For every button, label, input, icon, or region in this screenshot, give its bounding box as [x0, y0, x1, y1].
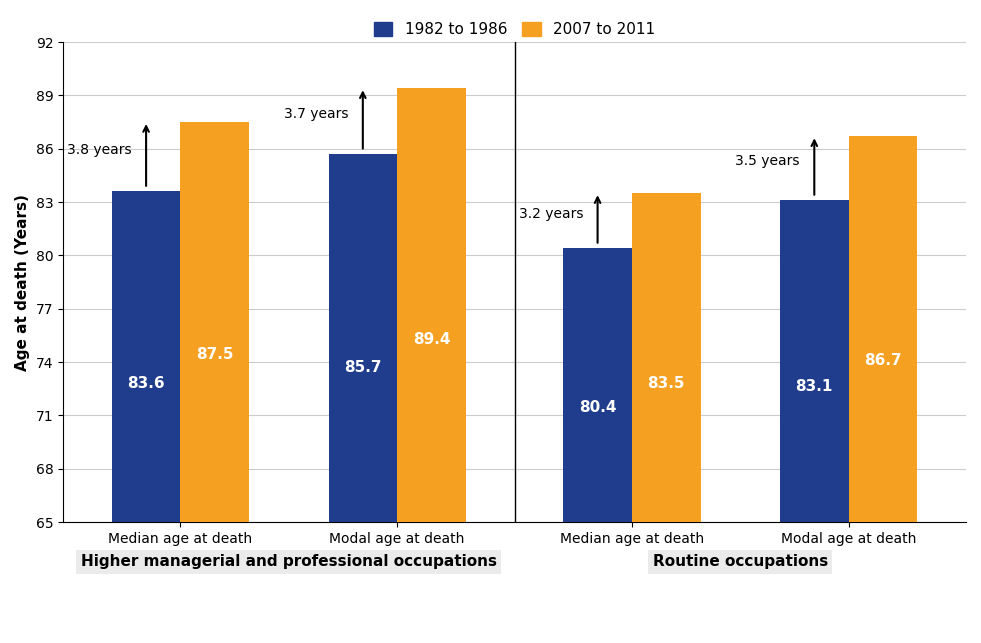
Text: 85.7: 85.7 [344, 360, 382, 375]
Bar [849, 136, 917, 522]
Legend: 1982 to 1986, 2007 to 2011: 1982 to 1986, 2007 to 2011 [368, 16, 661, 43]
Bar [632, 193, 700, 522]
Y-axis label: Age at death (Years): Age at death (Years) [15, 194, 30, 370]
Text: 86.7: 86.7 [864, 352, 902, 368]
Text: 89.4: 89.4 [413, 332, 450, 347]
Bar [329, 154, 397, 522]
Bar [563, 248, 632, 522]
Text: 87.5: 87.5 [196, 347, 233, 361]
Text: 3.2 years: 3.2 years [519, 206, 583, 221]
Text: 83.1: 83.1 [796, 379, 833, 394]
Text: 3.7 years: 3.7 years [284, 107, 348, 121]
Text: 80.4: 80.4 [579, 399, 616, 415]
Text: 3.5 years: 3.5 years [736, 154, 800, 168]
Text: 3.8 years: 3.8 years [67, 143, 131, 157]
Bar [780, 200, 849, 522]
Text: 83.6: 83.6 [128, 376, 165, 391]
Text: Routine occupations: Routine occupations [652, 554, 828, 569]
Bar [397, 88, 466, 522]
Text: 83.5: 83.5 [647, 376, 685, 392]
Bar [181, 122, 249, 522]
Bar [112, 192, 181, 522]
Text: Higher managerial and professional occupations: Higher managerial and professional occup… [80, 554, 496, 569]
